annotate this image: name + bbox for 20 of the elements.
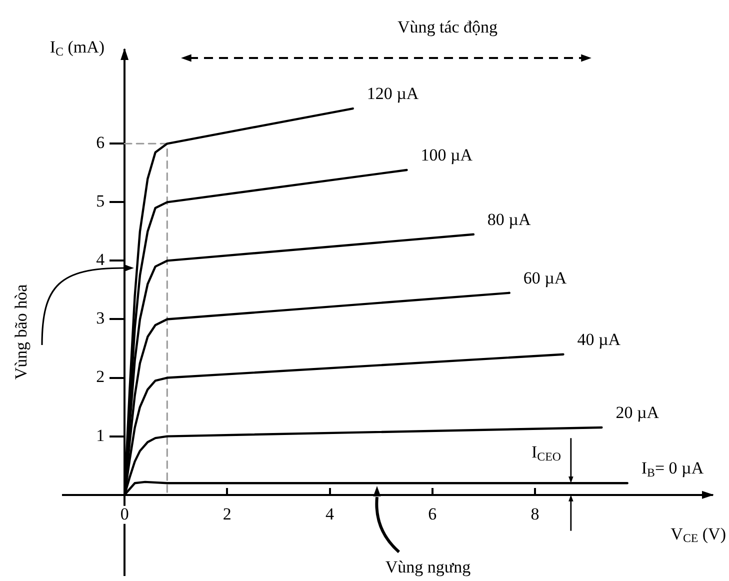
y-tick-label: 5	[96, 192, 105, 211]
y-tick-label: 4	[96, 250, 106, 270]
text: Vùng tác động	[397, 17, 498, 36]
y-tick-label: 1	[96, 426, 105, 445]
text: Vùng bão hòa	[11, 284, 30, 380]
series-label: 80 µA	[487, 210, 532, 229]
series-label: 60 µA	[523, 268, 568, 288]
x-tick-label: 2	[222, 504, 232, 524]
y-tick-label: 6	[96, 133, 105, 152]
y-tick-label: 3	[96, 308, 105, 328]
y-tick-label: 2	[96, 367, 105, 386]
series-label: 120 µA	[366, 84, 420, 103]
x-tick-label: 6	[428, 504, 437, 524]
annotation: Vùng ngưng	[385, 557, 472, 576]
x-tick-label: 0	[120, 504, 129, 524]
x-tick-label: 4	[326, 504, 335, 524]
series-label: 100 µA	[420, 145, 474, 164]
series-label: 20 µA	[616, 402, 660, 422]
x-tick-label: 8	[530, 504, 540, 524]
series-label: 40 µA	[577, 330, 622, 349]
